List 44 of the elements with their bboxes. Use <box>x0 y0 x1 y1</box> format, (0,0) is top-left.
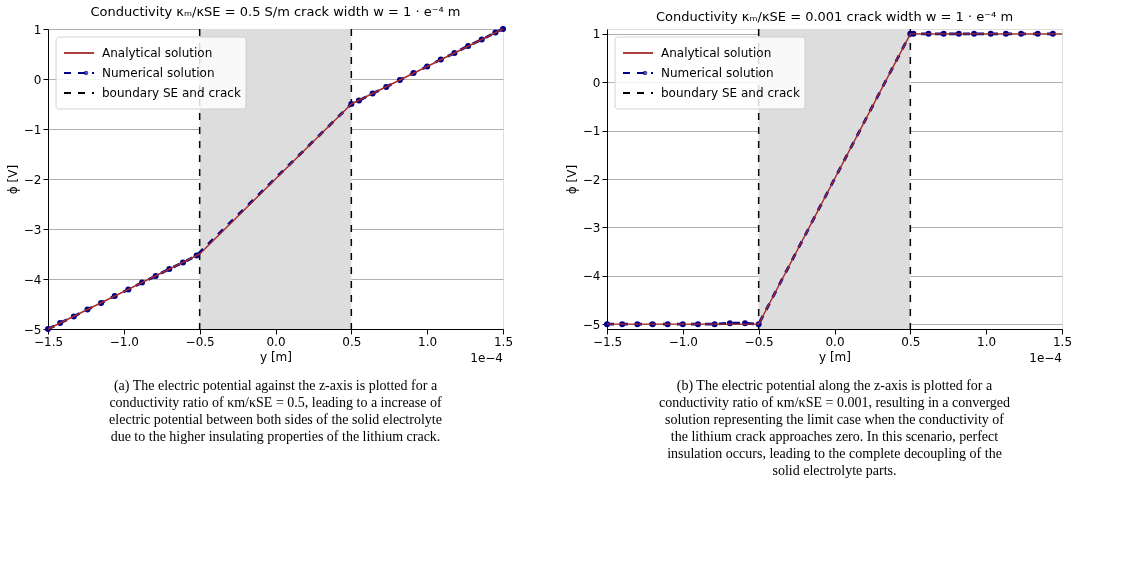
ref-line-label: boundary SE and crack <box>661 86 800 100</box>
y-axis-title: ϕ [V] <box>5 164 20 195</box>
y-tick-label: 1 <box>33 22 42 37</box>
x-tick-label: 1.5 <box>493 334 514 349</box>
chart-title: Conductivity κₘ/κSE = 0.5 S/m crack width w = 1 · e⁻⁴ m <box>90 4 461 19</box>
y-tick-label: −1 <box>23 122 42 137</box>
y-tick-label: 1 <box>592 27 601 42</box>
x-tick-label: 1.5 <box>1052 334 1073 349</box>
legend-label: Numerical solution <box>102 66 215 80</box>
x-tick-label: 0.5 <box>342 334 362 349</box>
y-tick-label: −2 <box>582 172 601 187</box>
x-tick-label: −1.0 <box>668 334 698 349</box>
y-tick-label: 0 <box>33 72 42 87</box>
text: 1e−4 <box>470 351 503 365</box>
x-axis-title: y [m] <box>260 349 292 364</box>
y-tick-label: −1 <box>582 124 601 139</box>
y-tick-label: 0 <box>592 75 601 90</box>
y-axis-title: ϕ [V] <box>564 164 579 195</box>
y-tick-label: −5 <box>23 322 42 337</box>
x-tick-label: −1.5 <box>592 334 623 349</box>
x-tick-label: −0.5 <box>744 334 774 349</box>
y-tick-label: −4 <box>582 269 601 284</box>
chart-title: Conductivity κₘ/κSE = 0.001 crack width w = 1 · e⁻⁴ m <box>655 8 1014 24</box>
y-tick-label: −3 <box>23 222 42 237</box>
x-tick-label: −0.5 <box>185 334 215 349</box>
x-tick-label: 0.0 <box>266 334 286 349</box>
text: (b) The electric potential along the z-axis is plotted for a conductivity ratio of κm/κSE = 0.001, resulting in a converged solution representing the limit case when the conductivity of the lithium crack approaches zero. In this scenario, perfect insulation occurs, leading to the complete decoupling of the solid electrolyte parts. <box>658 378 1011 478</box>
x-tick-label: 1.0 <box>977 334 997 349</box>
text: (a) The electric potential against the z-axis is plotted for a conductivity ratio of κm/κSE = 0.5, leading to a increase of electric potential between both sides of the solid electrolyte due to the higher insulating properties of the lithium crack. <box>109 378 442 444</box>
ref-line-label: boundary SE and crack <box>102 86 241 100</box>
y-tick-label: −5 <box>582 317 601 332</box>
x-tick-label: −1.5 <box>33 334 64 349</box>
x-tick-label: 0.0 <box>825 334 845 349</box>
legend-label: Analytical solution <box>102 46 213 60</box>
x-axis-title: y [m] <box>819 349 851 364</box>
x-tick-label: 1.0 <box>418 334 438 349</box>
x-tick-label: 0.5 <box>901 334 921 349</box>
text: 1e−4 <box>1029 351 1062 365</box>
y-tick-label: −4 <box>23 272 42 287</box>
y-tick-label: −3 <box>582 220 601 235</box>
x-tick-label: −1.0 <box>109 334 139 349</box>
y-tick-label: −2 <box>23 172 42 187</box>
legend-label: Analytical solution <box>661 46 772 60</box>
legend-label: Numerical solution <box>661 66 774 80</box>
